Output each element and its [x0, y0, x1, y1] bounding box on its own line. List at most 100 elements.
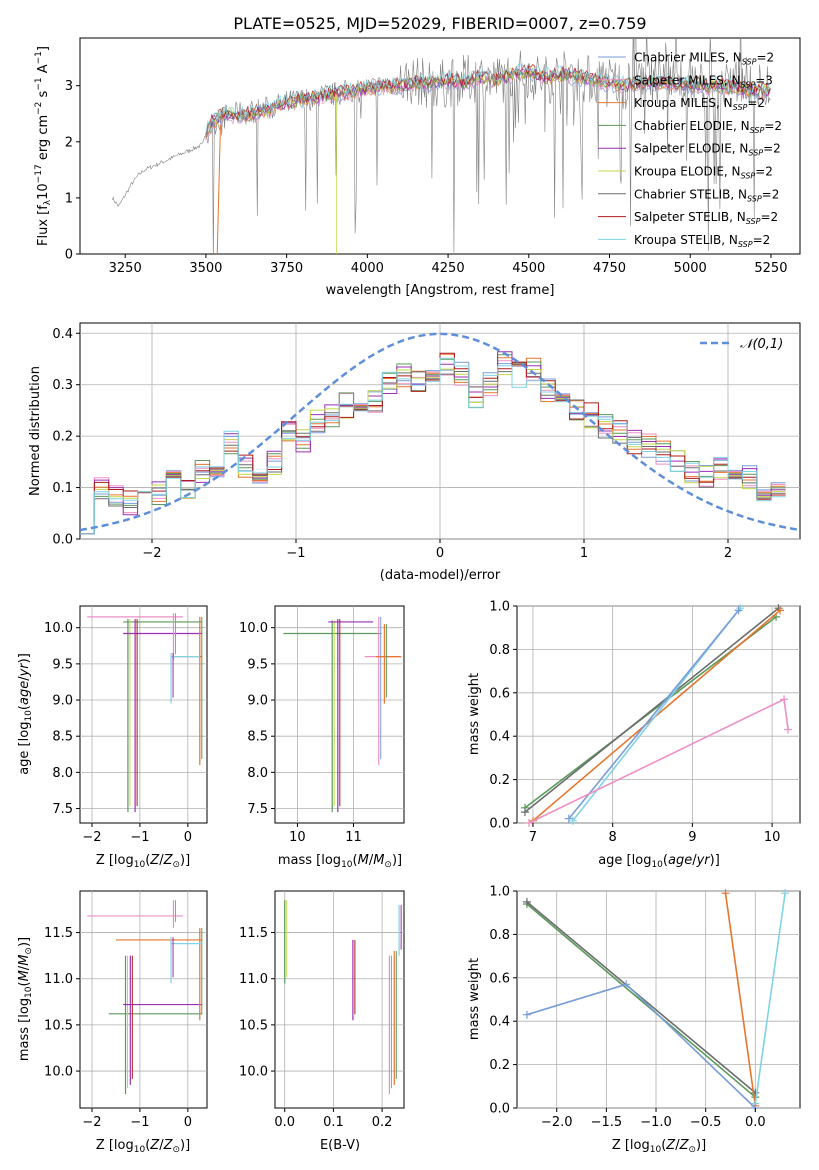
age-z-frame [79, 605, 208, 824]
residual-legend: 𝒩(0,1) [700, 337, 783, 352]
y-tick-label: 1 [65, 191, 73, 206]
residual-histogram-line [80, 354, 786, 535]
y-tick-label: 0.4 [489, 730, 510, 745]
legend-label: Chabrier ELODIE, NSSP=2 [634, 119, 782, 135]
x-tick-label: −2 [142, 546, 161, 561]
x-tick-label: 0.0 [274, 1115, 295, 1130]
weight-age-xlabel: age [log10(age/yr)] [598, 853, 720, 870]
legend-label: Salpeter ELODIE, NSSP=2 [634, 142, 781, 158]
y-tick-label: 0.0 [489, 1102, 510, 1117]
y-tick-label: 7.5 [52, 802, 73, 817]
mass-weight-marker [622, 980, 631, 989]
x-tick-label: 7 [529, 830, 537, 845]
weight-z-xlabel: Z [log10(Z/Z⊙)] [612, 1138, 706, 1155]
x-tick-label: −0.5 [690, 1115, 722, 1130]
age-vs-mass-panel: 10 11 7.5 8.0 8.5 9.0 9.5 10.0 mass [log10(M/M⊙… [239, 605, 405, 870]
x-tick-label: 0.1 [323, 1115, 344, 1130]
y-tick-label: 0.2 [489, 1058, 510, 1073]
mass-weight-marker [776, 606, 785, 615]
residual-histogram-line [80, 352, 786, 535]
x-tick-label: 4000 [351, 261, 384, 276]
y-tick-label: 1.0 [489, 885, 510, 900]
x-tick-label: 3500 [189, 261, 222, 276]
y-tick-label: 8.0 [52, 766, 73, 781]
y-tick-label: 9.0 [247, 694, 268, 709]
y-tick-label: 9.5 [247, 657, 268, 672]
model-spectrum-line [205, 66, 771, 136]
x-tick-label: 0 [184, 1115, 192, 1130]
mass-z-ylabel: mass [log10(M/M⊙)] [17, 937, 34, 1061]
mass-weight-line [754, 893, 786, 1104]
y-tick-label: 0.6 [489, 686, 510, 701]
mass-ebv-frame [274, 890, 405, 1109]
x-tick-label: 4500 [512, 261, 545, 276]
y-tick-label: 3 [65, 79, 73, 94]
x-tick-label: −2 [82, 1115, 101, 1130]
mass-ebv-xlabel: E(B-V) [320, 1138, 360, 1153]
x-tick-label: 0 [184, 830, 192, 845]
mass-weight-marker [780, 695, 789, 704]
legend-label-main: Kroupa STELIB, N [634, 233, 738, 247]
mass-weight-marker [721, 889, 730, 898]
spectrum-series-group [112, 38, 771, 254]
y-tick-label: 0.2 [489, 773, 510, 788]
legend-label-main: Salpeter MILES, N [634, 73, 741, 87]
legend-label-tail: =3 [755, 73, 773, 87]
mass-weight-line [524, 607, 780, 813]
residual-histogram-line [80, 357, 786, 535]
errorbar-group [87, 613, 203, 813]
x-tick-label: −1.5 [591, 1115, 623, 1130]
y-tick-label: 9.0 [52, 694, 73, 709]
legend-label-subscript: SSP [742, 58, 757, 67]
y-tick-label: 8.0 [247, 766, 268, 781]
mass-weight-marker [781, 889, 790, 898]
y-tick-label: 9.5 [52, 657, 73, 672]
x-tick-label: 0.0 [745, 1115, 766, 1130]
gaussian-curve [80, 332, 800, 532]
legend-label-tail: =2 [756, 51, 774, 65]
x-tick-label: 5250 [754, 261, 787, 276]
legend-label: Salpeter MILES, NSSP=3 [634, 73, 773, 89]
x-tick-label: −2 [82, 830, 101, 845]
residual-panel: −2 −1 0 1 2 0.0 0.1 0.2 0.3 0.4 (data-model)/erro… [28, 322, 801, 583]
y-tick-label: 0.2 [52, 430, 73, 445]
x-tick-label: 3750 [270, 261, 303, 276]
errorbar-group [87, 900, 203, 1095]
y-tick-label: 10.0 [44, 621, 73, 636]
mass-z-xlabel: Z [log10(Z/Z⊙)] [96, 1138, 190, 1155]
y-tick-label: 11.5 [44, 926, 73, 941]
mass-weight-marker [564, 814, 573, 823]
x-tick-label: 2 [724, 546, 732, 561]
model-edge-line [216, 124, 221, 254]
x-tick-label: −1.0 [640, 1115, 672, 1130]
y-tick-label: 11.5 [239, 926, 268, 941]
x-tick-label: −2.0 [541, 1115, 573, 1130]
legend-label: Salpeter STELIB, NSSP=2 [634, 210, 778, 226]
legend-label: Chabrier STELIB, NSSP=2 [634, 187, 779, 203]
legend-label-subscript: SSP [733, 103, 748, 112]
residual-xlabel: (data-model)/error [380, 568, 501, 583]
legend-label-tail: =2 [760, 210, 778, 224]
mass-weight-marker [734, 606, 743, 615]
y-tick-label: 10.0 [239, 1065, 268, 1080]
x-tick-label: 0.2 [372, 1115, 393, 1130]
x-tick-label: 1 [580, 546, 588, 561]
residual-histogram-line [80, 362, 786, 535]
residual-histogram-line [80, 361, 786, 535]
spectrum-panel: 3250 3500 3750 4000 4250 4500 4750 5000 5250 0 1 2 3… [34, 37, 801, 298]
legend-label-main: Chabrier ELODIE, N [634, 119, 750, 133]
y-tick-label: 0.0 [52, 533, 73, 548]
errorbar-group [284, 900, 402, 1095]
mass-weight-line [568, 609, 740, 820]
legend-label-tail: =2 [762, 187, 780, 201]
residual-histogram-line [80, 353, 786, 535]
residual-histogram-line [80, 351, 786, 535]
x-tick-label: 8 [609, 830, 617, 845]
x-tick-label: 5000 [674, 261, 707, 276]
legend-label-subscript: SSP [741, 80, 756, 89]
weight-z-frame [516, 890, 801, 1109]
legend-label-subscript: SSP [741, 172, 756, 181]
mass-weight-marker [524, 819, 533, 827]
y-tick-label: 0.6 [489, 971, 510, 986]
